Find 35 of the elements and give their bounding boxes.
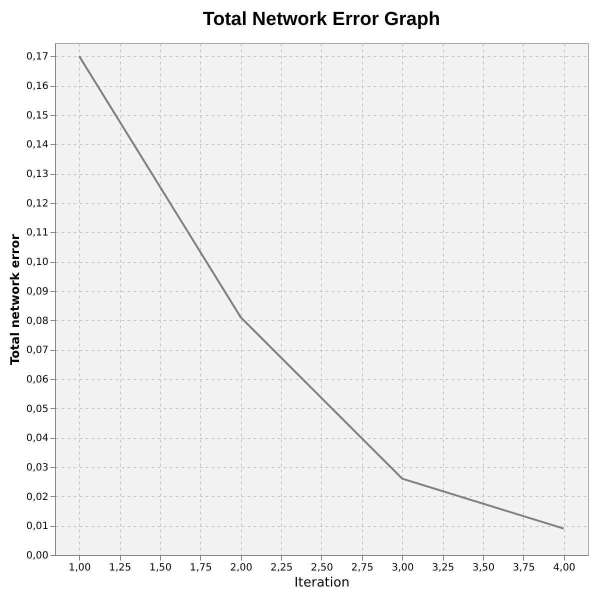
y-tick-label: 0,03: [26, 462, 48, 474]
y-tick-label: 0,00: [26, 550, 48, 562]
y-tick-label: 0,05: [26, 404, 48, 415]
y-tick-label: 0,10: [26, 257, 48, 268]
y-tick-label: 0,12: [26, 198, 48, 210]
x-tick-label: 1,25: [108, 562, 132, 574]
x-tick-label: 2,50: [310, 562, 334, 574]
x-tick-label: 1,00: [68, 562, 91, 574]
y-tick-label: 0,11: [26, 228, 48, 239]
y-axis-title: Total network error: [8, 234, 22, 365]
x-tick-label: 2,25: [270, 562, 293, 574]
y-tick-label: 0,16: [26, 81, 48, 92]
y-tick-label: 0,02: [26, 492, 48, 503]
line-series: [78, 55, 565, 530]
x-tick-label: 4,00: [553, 562, 576, 574]
y-tick-label: 0,17: [26, 52, 48, 63]
y-tick-label: 0,13: [26, 169, 48, 180]
y-tick-label: 0,01: [26, 521, 48, 532]
x-tick-label: 1,50: [149, 562, 172, 574]
y-tick-label: 0,07: [26, 345, 48, 356]
y-tick-label: 0,15: [26, 110, 48, 122]
y-tick-label: 0,08: [26, 316, 48, 327]
x-tick-label: 1,75: [190, 562, 212, 574]
x-tick-label: 2,75: [351, 562, 374, 574]
x-tick-label: 3,00: [392, 562, 414, 574]
y-tick-label: 0,09: [26, 286, 48, 298]
x-tick-label: 2,00: [230, 562, 252, 574]
y-tick-label: 0,14: [26, 140, 48, 151]
x-axis-title: Iteration: [294, 576, 350, 590]
y-tick-label: 0,06: [26, 374, 48, 386]
x-tick-label: 3,25: [432, 562, 454, 574]
y-tick-label: 0,04: [26, 433, 48, 444]
x-tick-label: 3,50: [472, 562, 495, 574]
chart-title: Total Network Error Graph: [202, 9, 440, 30]
x-tick-label: 3,75: [512, 562, 536, 574]
